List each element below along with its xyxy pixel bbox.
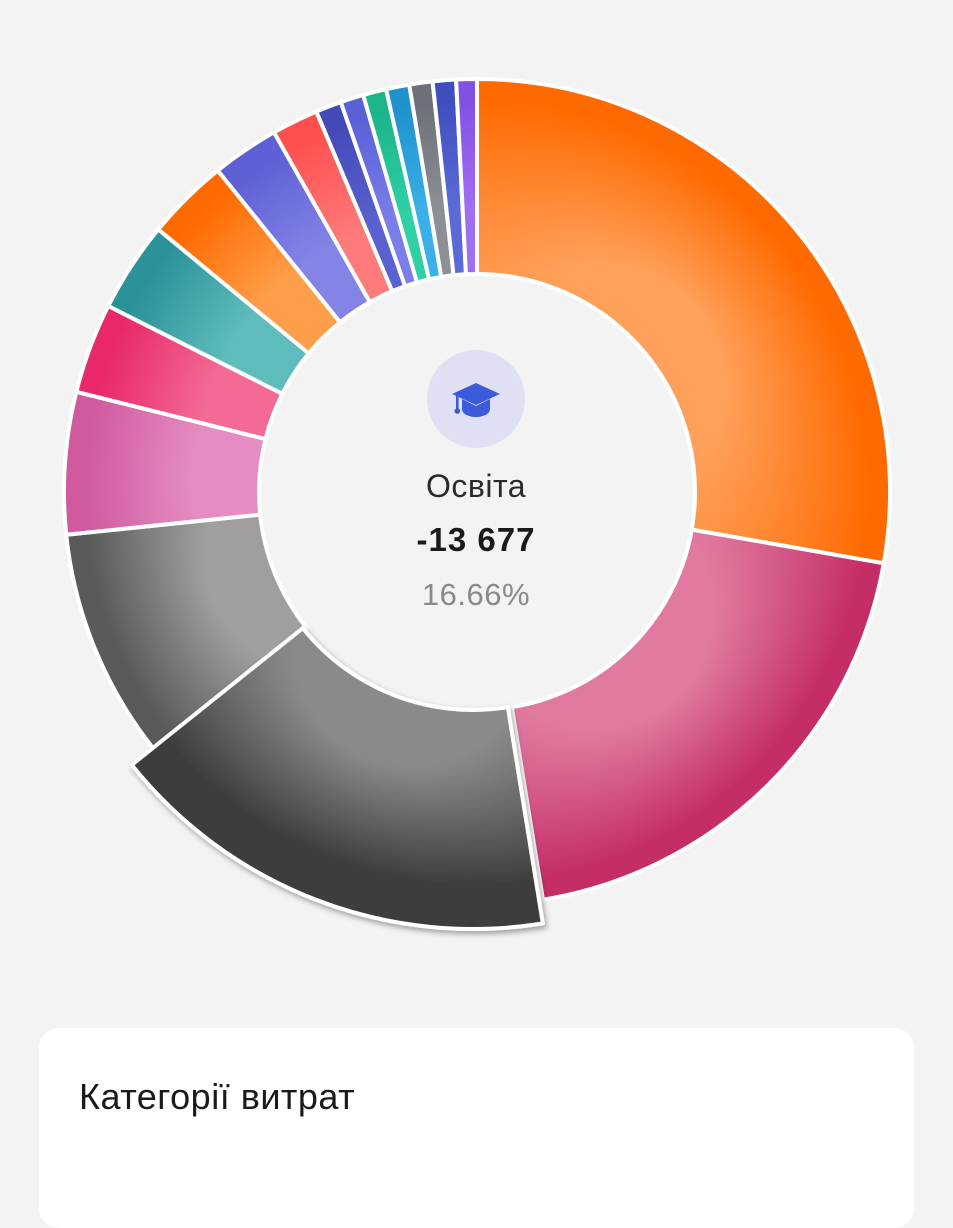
donut-slice[interactable] bbox=[475, 77, 892, 566]
category-name: Освіта bbox=[425, 468, 527, 504]
category-amount: -13 677 bbox=[416, 521, 536, 558]
donut-slice[interactable] bbox=[509, 527, 886, 902]
selected-category-info: Освіта -13 677 16.66% bbox=[276, 350, 676, 613]
donut-slice[interactable] bbox=[454, 77, 479, 277]
expense-donut-chart bbox=[62, 77, 892, 931]
donut-slice-selected[interactable] bbox=[129, 626, 545, 931]
graduation-cap-icon bbox=[452, 383, 500, 417]
category-percent: 16.66% bbox=[421, 577, 531, 612]
expense-categories-card: Категорії витрат bbox=[39, 1028, 914, 1228]
card-title: Категорії витрат bbox=[79, 1076, 356, 1117]
category-icon-badge bbox=[427, 350, 525, 448]
